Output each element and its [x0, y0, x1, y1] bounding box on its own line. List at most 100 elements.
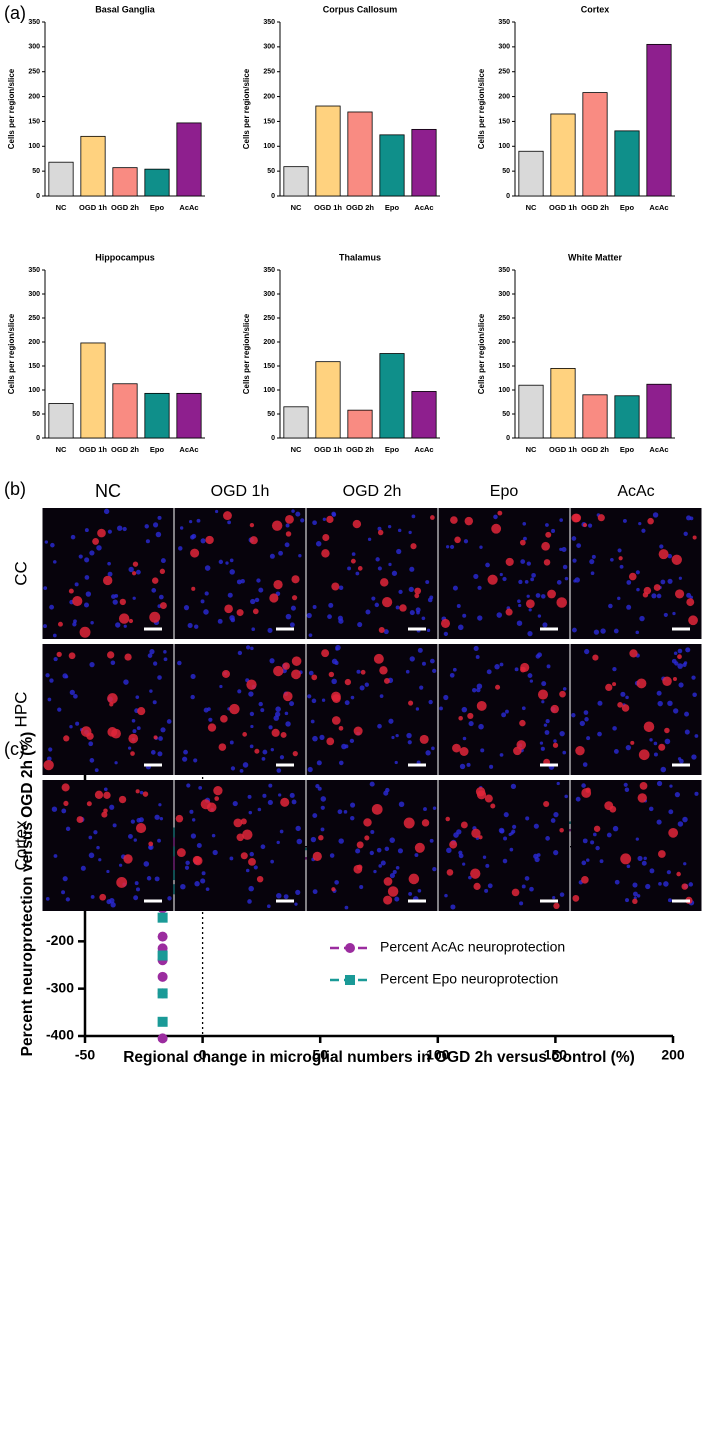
- nucleus: [456, 604, 461, 608]
- bar: [144, 392, 170, 439]
- nucleus: [196, 843, 202, 849]
- nucleus: [373, 869, 377, 874]
- microglia: [123, 854, 133, 864]
- nucleus: [473, 645, 479, 652]
- nucleus: [193, 758, 198, 763]
- microglia: [61, 783, 70, 792]
- nucleus: [152, 700, 157, 705]
- microglia: [252, 608, 259, 615]
- nucleus: [184, 865, 190, 870]
- microglia: [414, 593, 420, 599]
- nucleus: [543, 723, 548, 727]
- nucleus: [310, 719, 315, 724]
- nucleus: [499, 572, 503, 577]
- bar: [283, 166, 309, 197]
- nucleus: [307, 766, 313, 773]
- legend-label: Percent AcAc neuroprotection: [380, 939, 565, 955]
- nucleus: [96, 545, 102, 551]
- y-tick-label: 350: [28, 19, 40, 26]
- nucleus: [200, 538, 206, 544]
- microglia: [103, 791, 111, 800]
- nucleus: [576, 543, 582, 548]
- nucleus: [380, 860, 386, 866]
- nucleus: [486, 669, 492, 675]
- microglia: [490, 803, 496, 809]
- nucleus: [517, 599, 521, 604]
- y-tick-label: 100: [498, 143, 510, 150]
- nucleus: [163, 657, 168, 662]
- x-tick-label: OGD 2h: [111, 445, 139, 454]
- microglia: [452, 743, 461, 753]
- x-tick-label: OGD 1h: [549, 445, 577, 454]
- nucleus: [415, 707, 420, 711]
- nucleus: [205, 887, 210, 892]
- nucleus: [134, 881, 139, 886]
- microglia: [677, 654, 682, 660]
- microglia: [360, 669, 366, 675]
- panel-label: (b): [4, 479, 26, 499]
- nucleus: [283, 894, 289, 900]
- microglia: [445, 816, 451, 822]
- nucleus: [308, 670, 314, 676]
- nucleus: [75, 721, 80, 726]
- microglia: [63, 735, 70, 742]
- nucleus: [225, 561, 229, 565]
- nucleus: [53, 656, 58, 662]
- nucleus: [541, 700, 545, 704]
- microglia: [353, 726, 363, 736]
- microglia: [476, 790, 487, 800]
- nucleus: [518, 579, 523, 585]
- nucleus: [70, 534, 76, 540]
- nucleus: [123, 624, 127, 628]
- nucleus: [177, 660, 182, 666]
- nucleus: [636, 587, 640, 592]
- microglia: [653, 584, 661, 591]
- nucleus: [632, 882, 638, 888]
- nucleus: [499, 828, 505, 834]
- nucleus: [674, 791, 680, 798]
- nucleus: [61, 808, 67, 814]
- nucleus: [544, 730, 550, 735]
- nucleus: [365, 609, 371, 615]
- microglia: [440, 618, 451, 628]
- microglia: [364, 835, 370, 841]
- microglia: [79, 626, 91, 638]
- nucleus: [249, 711, 255, 717]
- nucleus: [295, 511, 301, 517]
- nucleus: [261, 757, 266, 761]
- nucleus: [338, 618, 344, 624]
- nucleus: [103, 508, 110, 515]
- x-tick-label: NC: [291, 445, 302, 454]
- nucleus: [229, 856, 234, 861]
- microglia: [621, 704, 630, 712]
- nucleus: [397, 528, 402, 533]
- microglia: [543, 800, 550, 808]
- nucleus: [586, 736, 591, 741]
- nucleus: [478, 723, 484, 730]
- nucleus: [649, 738, 653, 742]
- microglia: [338, 725, 344, 731]
- nucleus: [316, 760, 322, 766]
- nucleus: [218, 559, 224, 565]
- y-tick-label: 250: [263, 315, 275, 322]
- microglia: [505, 608, 513, 616]
- nucleus: [43, 586, 48, 590]
- microglia: [373, 653, 384, 664]
- micrograph: [42, 780, 174, 911]
- nucleus: [408, 530, 412, 535]
- microglia: [363, 818, 372, 827]
- microglia: [408, 873, 420, 885]
- nucleus: [258, 587, 264, 593]
- nucleus: [626, 864, 631, 869]
- microglia: [478, 835, 483, 840]
- nucleus: [485, 863, 490, 868]
- microglia: [271, 520, 283, 531]
- nucleus: [51, 806, 58, 812]
- bar: [48, 161, 74, 197]
- x-tick-label: OGD 2h: [581, 445, 609, 454]
- y-tick-label: 300: [263, 291, 275, 298]
- nucleus: [127, 833, 133, 839]
- nucleus: [89, 758, 95, 763]
- nucleus: [96, 845, 100, 850]
- nucleus: [391, 570, 398, 576]
